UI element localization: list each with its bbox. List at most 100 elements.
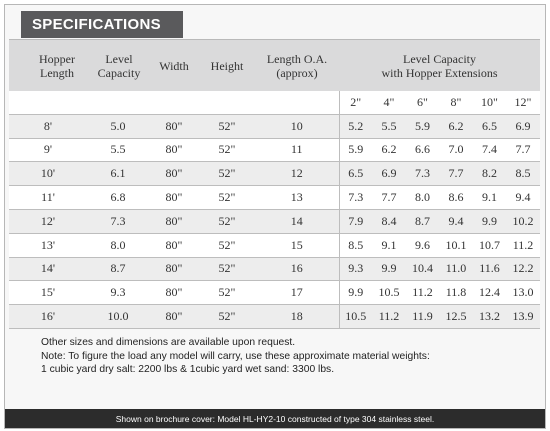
cell-ext-capacity: 6.9 xyxy=(506,114,540,139)
cell-ext-capacity: 11.6 xyxy=(473,257,506,282)
table-row: 14' 8.7 80" 52" 16 9.3 9.9 10.4 11.0 11.6 12.2 xyxy=(9,257,540,282)
header-level-capacity-ext: Level Capacity with Hopper Extensions xyxy=(339,40,540,92)
cell-width: 80" xyxy=(149,233,199,258)
cell-length-oa: 12 xyxy=(255,161,340,187)
cell-ext-capacity: 13.9 xyxy=(506,304,540,329)
cell-hopper-length: 12' xyxy=(9,209,87,234)
cell-level-capacity: 9.3 xyxy=(87,280,149,306)
cell-ext-capacity: 8.5 xyxy=(339,233,372,258)
header-level-capacity-line1: Level xyxy=(105,52,133,66)
cell-height: 52" xyxy=(199,161,255,187)
cell-hopper-length: 8' xyxy=(9,114,87,139)
cell-ext-capacity: 9.4 xyxy=(506,185,540,210)
cell-ext-capacity: 9.6 xyxy=(406,233,439,258)
cell-ext-capacity: 8.7 xyxy=(406,209,439,234)
ext-size-2: 2" xyxy=(339,91,372,115)
cell-hopper-length: 16' xyxy=(9,304,87,329)
section-title: SPECIFICATIONS xyxy=(21,11,183,38)
cell-level-capacity: 6.1 xyxy=(87,161,149,187)
cell-hopper-length: 11' xyxy=(9,185,87,210)
cell-ext-capacity: 6.5 xyxy=(473,114,506,139)
cell-height: 52" xyxy=(199,114,255,139)
cell-width: 80" xyxy=(149,280,199,306)
cell-ext-capacity: 10.4 xyxy=(406,257,439,282)
cell-ext-capacity: 10.5 xyxy=(372,280,406,306)
cell-height: 52" xyxy=(199,257,255,282)
cell-ext-capacity: 9.9 xyxy=(372,257,406,282)
cell-ext-capacity: 12.4 xyxy=(473,280,506,306)
cell-length-oa: 11 xyxy=(255,138,340,163)
cell-ext-capacity: 11.2 xyxy=(506,233,540,258)
cell-ext-capacity: 9.9 xyxy=(473,209,506,234)
cell-width: 80" xyxy=(149,209,199,234)
cell-width: 80" xyxy=(149,257,199,282)
cell-ext-capacity: 10.7 xyxy=(473,233,506,258)
cell-ext-capacity: 10.5 xyxy=(339,304,372,329)
header-hopper-length-line1: Hopper xyxy=(39,52,75,66)
cell-ext-capacity: 12.5 xyxy=(439,304,473,329)
cell-height: 52" xyxy=(199,233,255,258)
cell-ext-capacity: 5.5 xyxy=(372,114,406,139)
cell-ext-capacity: 9.9 xyxy=(339,280,372,306)
cell-hopper-length: 15' xyxy=(9,280,87,306)
cell-length-oa: 14 xyxy=(255,209,340,234)
cell-ext-capacity: 9.1 xyxy=(473,185,506,210)
cell-ext-capacity: 13.2 xyxy=(473,304,506,329)
ext-size-8: 8" xyxy=(439,91,473,115)
cell-ext-capacity: 8.5 xyxy=(506,161,540,187)
cell-ext-capacity: 5.9 xyxy=(339,138,372,163)
specifications-table: 2" 4" 6" 8" 10" 12" 8' 5.0 80" 52" 10 5.2 5.5 5… xyxy=(9,91,540,329)
cell-level-capacity: 6.8 xyxy=(87,185,149,210)
cell-width: 80" xyxy=(149,161,199,187)
note-line-2: Note: To figure the load any model will … xyxy=(41,350,430,362)
cell-ext-capacity: 9.3 xyxy=(339,257,372,282)
cell-height: 52" xyxy=(199,209,255,234)
header-ext-line2: with Hopper Extensions xyxy=(381,66,498,80)
cell-height: 52" xyxy=(199,280,255,306)
cell-ext-capacity: 5.2 xyxy=(339,114,372,139)
cell-width: 80" xyxy=(149,304,199,329)
header-height-label: Height xyxy=(210,59,244,73)
header-ext-line1: Level Capacity xyxy=(403,52,476,66)
header-length-oa-line1: Length O.A. xyxy=(266,52,328,66)
table-row: 8' 5.0 80" 52" 10 5.2 5.5 5.9 6.2 6.5 6.9 xyxy=(9,114,540,139)
notes: Other sizes and dimensions are available… xyxy=(41,336,521,377)
cell-ext-capacity: 9.4 xyxy=(439,209,473,234)
cell-width: 80" xyxy=(149,138,199,163)
cell-width: 80" xyxy=(149,114,199,139)
cell-ext-capacity: 7.7 xyxy=(372,185,406,210)
cell-height: 52" xyxy=(199,138,255,163)
header-hopper-length-line2: Length xyxy=(40,66,74,80)
header-length-oa-line2: (approx) xyxy=(276,66,318,80)
ext-size-6: 6" xyxy=(406,91,439,115)
cell-level-capacity: 5.0 xyxy=(87,114,149,139)
table-header: Hopper Length Level Capacity Width Heigh… xyxy=(9,39,540,92)
note-line-1: Other sizes and dimensions are available… xyxy=(41,337,296,348)
header-level-capacity: Level Capacity xyxy=(89,40,149,92)
cell-ext-capacity: 11.2 xyxy=(372,304,406,329)
cell-ext-capacity: 8.4 xyxy=(372,209,406,234)
cell-ext-capacity: 9.1 xyxy=(372,233,406,258)
cell-ext-capacity: 7.9 xyxy=(339,209,372,234)
cell-ext-capacity: 10.1 xyxy=(439,233,473,258)
cell-ext-capacity: 8.6 xyxy=(439,185,473,210)
cell-level-capacity: 8.7 xyxy=(87,257,149,282)
cell-level-capacity: 7.3 xyxy=(87,209,149,234)
table-row: 13' 8.0 80" 52" 15 8.5 9.1 9.6 10.1 10.7 11.2 xyxy=(9,233,540,258)
header-length-oa: Length O.A. (approx) xyxy=(255,40,339,92)
header-width-label: Width xyxy=(159,59,189,73)
spec-sheet: SPECIFICATIONS Hopper Length Level Capac… xyxy=(4,4,546,429)
table-row: 12' 7.3 80" 52" 14 7.9 8.4 8.7 9.4 9.9 10.2 xyxy=(9,209,540,234)
header-height: Height xyxy=(199,40,255,92)
cell-level-capacity: 5.5 xyxy=(87,138,149,163)
cell-length-oa: 18 xyxy=(255,304,340,329)
ext-size-12: 12" xyxy=(506,91,540,115)
cell-length-oa: 16 xyxy=(255,257,340,282)
footer-caption: Shown on brochure cover: Model HL-HY2-10… xyxy=(5,409,545,428)
cell-ext-capacity: 6.5 xyxy=(339,161,372,187)
cell-width: 80" xyxy=(149,185,199,210)
cell-height: 52" xyxy=(199,185,255,210)
header-level-capacity-line2: Capacity xyxy=(97,66,141,80)
table-row: 15' 9.3 80" 52" 17 9.9 10.5 11.2 11.8 12.4 13.0 xyxy=(9,280,540,306)
cell-ext-capacity: 8.0 xyxy=(406,185,439,210)
